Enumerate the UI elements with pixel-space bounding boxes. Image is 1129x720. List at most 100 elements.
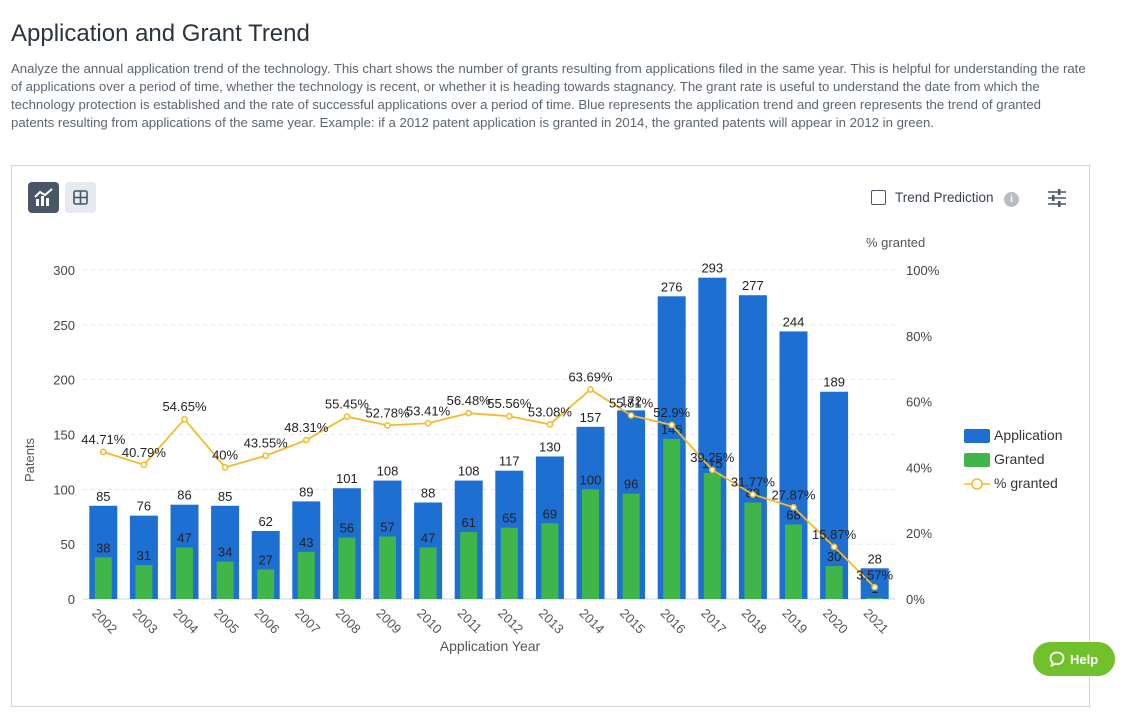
data-label-application: 293 bbox=[701, 261, 723, 276]
settings-button[interactable] bbox=[1047, 189, 1067, 212]
trend-prediction-label[interactable]: Trend Prediction bbox=[895, 190, 994, 205]
y-tick-label: 50 bbox=[61, 537, 75, 552]
data-label-granted: 69 bbox=[543, 506, 557, 521]
x-tick-label: 2017 bbox=[698, 606, 729, 637]
page-description: Analyze the annual application trend of … bbox=[11, 61, 1086, 130]
page-title: Application and Grant Trend bbox=[11, 20, 310, 47]
data-label-granted: 27 bbox=[258, 552, 272, 567]
data-label-application: 101 bbox=[336, 471, 358, 486]
info-icon[interactable]: i bbox=[1004, 192, 1019, 207]
help-button[interactable]: Help bbox=[1033, 642, 1115, 676]
data-label-percent-granted: 53.41% bbox=[406, 403, 451, 418]
point-percent-granted bbox=[140, 461, 148, 469]
bar-granted bbox=[419, 547, 437, 599]
data-label-percent-granted: 43.55% bbox=[244, 436, 289, 451]
data-label-granted: 61 bbox=[461, 515, 475, 530]
bar-granted bbox=[94, 557, 112, 599]
trend-prediction-checkbox[interactable] bbox=[871, 190, 886, 205]
data-label-application: 89 bbox=[299, 484, 313, 499]
x-tick-label: 2008 bbox=[333, 606, 364, 637]
legend-label-application: Application bbox=[994, 427, 1063, 443]
data-label-percent-granted: 3.57% bbox=[856, 567, 893, 582]
bar-application bbox=[820, 391, 849, 599]
data-label-application: 130 bbox=[539, 439, 561, 454]
data-label-percent-granted: 15.87% bbox=[812, 527, 857, 542]
data-label-application: 117 bbox=[499, 454, 520, 469]
x-tick-label: 2019 bbox=[779, 606, 810, 637]
bar-granted bbox=[663, 438, 681, 599]
bar-granted bbox=[297, 551, 315, 599]
data-label-percent-granted: 52.78% bbox=[365, 405, 410, 420]
bar-granted bbox=[582, 489, 599, 599]
y-tick-label: 0 bbox=[68, 592, 75, 607]
data-label-granted: 31 bbox=[137, 548, 151, 563]
bar-granted bbox=[785, 524, 802, 599]
point-percent-granted bbox=[424, 419, 432, 427]
data-label-granted: 100 bbox=[580, 472, 602, 487]
line-percent-granted bbox=[103, 388, 876, 588]
x-tick-label: 2002 bbox=[89, 606, 120, 637]
point-percent-granted bbox=[181, 415, 188, 423]
bar-granted bbox=[703, 472, 721, 599]
y-tick-label: 250 bbox=[53, 318, 75, 333]
data-label-percent-granted: 63.69% bbox=[568, 369, 613, 384]
data-label-percent-granted: 31.77% bbox=[731, 474, 776, 489]
data-label-percent-granted: 55.56% bbox=[487, 396, 532, 411]
point-percent-granted bbox=[505, 412, 513, 420]
y-tick-label: 100 bbox=[53, 482, 75, 497]
data-label-granted: 56 bbox=[340, 521, 354, 536]
data-label-percent-granted: 40.79% bbox=[122, 445, 167, 460]
data-label-application: 189 bbox=[823, 375, 845, 390]
y2-tick-label: 100% bbox=[906, 263, 940, 278]
y-tick-label: 200 bbox=[53, 373, 75, 388]
bar-granted bbox=[379, 536, 396, 599]
data-label-granted: 47 bbox=[421, 530, 435, 545]
data-label-application: 76 bbox=[137, 499, 151, 514]
data-label-granted: 115 bbox=[702, 456, 723, 471]
grid-view-button[interactable] bbox=[65, 182, 96, 213]
x-tick-label: 2006 bbox=[252, 606, 283, 637]
x-tick-label: 2003 bbox=[130, 606, 161, 637]
y2-tick-label: 0% bbox=[906, 592, 925, 607]
bar-granted bbox=[622, 493, 640, 599]
x-tick-label: 2004 bbox=[170, 606, 201, 637]
legend-swatch-granted bbox=[964, 453, 990, 467]
bar-granted bbox=[216, 561, 234, 599]
point-percent-granted bbox=[384, 422, 391, 429]
data-label-percent-granted: 44.71% bbox=[81, 432, 126, 447]
data-label-percent-granted: 39.25% bbox=[690, 450, 735, 465]
bar-granted bbox=[825, 566, 843, 599]
data-label-application: 108 bbox=[458, 464, 480, 479]
x-tick-label: 2009 bbox=[373, 606, 404, 637]
data-label-percent-granted: 53.08% bbox=[528, 404, 573, 419]
point-percent-granted bbox=[302, 436, 310, 444]
chart-view-button[interactable] bbox=[28, 182, 59, 213]
data-label-percent-granted: 56.48% bbox=[447, 393, 492, 408]
chat-bubble-icon bbox=[1049, 651, 1065, 667]
point-percent-granted bbox=[99, 448, 107, 456]
bar-granted bbox=[541, 523, 559, 599]
grid-icon bbox=[73, 190, 88, 205]
x-tick-label: 2016 bbox=[658, 606, 689, 637]
data-label-granted: 65 bbox=[502, 511, 516, 526]
data-label-application: 172 bbox=[620, 393, 642, 408]
chart-panel bbox=[11, 165, 1090, 707]
x-tick-label: 2014 bbox=[576, 606, 607, 637]
data-label-application: 88 bbox=[421, 485, 435, 500]
data-label-application: 28 bbox=[867, 551, 881, 566]
point-percent-granted bbox=[668, 421, 676, 429]
chart-line-bar-icon bbox=[34, 188, 53, 206]
data-label-granted: 34 bbox=[218, 545, 232, 560]
bar-granted bbox=[176, 547, 193, 599]
data-label-percent-granted: 52.9% bbox=[653, 405, 690, 420]
point-percent-granted bbox=[221, 464, 229, 471]
bar-granted bbox=[338, 537, 356, 599]
data-label-percent-granted: 48.31% bbox=[284, 420, 329, 435]
y2-tick-label: 80% bbox=[906, 329, 932, 344]
data-label-application: 62 bbox=[258, 514, 272, 529]
y-tick-label: 150 bbox=[53, 428, 75, 443]
point-percent-granted bbox=[871, 583, 879, 591]
bar-granted bbox=[135, 565, 153, 599]
data-label-application: 157 bbox=[580, 410, 602, 425]
